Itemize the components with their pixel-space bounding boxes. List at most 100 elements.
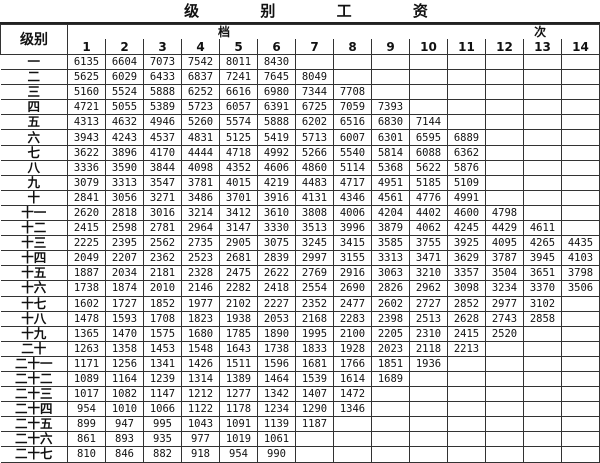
- salary-cell: 1689: [371, 370, 410, 388]
- salary-cell: 2146: [181, 280, 220, 297]
- salary-cell: 1066: [143, 401, 182, 418]
- level-label: 四: [0, 99, 68, 116]
- salary-cell: [523, 144, 562, 161]
- salary-cell: 1256: [105, 355, 144, 372]
- salary-cell: [485, 174, 524, 191]
- salary-cell: [485, 69, 524, 86]
- salary-cell: [523, 53, 562, 71]
- salary-cell: [523, 355, 562, 372]
- salary-cell: 5260: [181, 114, 220, 131]
- salary-cell: [523, 84, 562, 101]
- salary-cell: 7708: [333, 84, 372, 101]
- salary-cell: 2858: [523, 310, 562, 327]
- salary-cell: 5160: [67, 84, 106, 101]
- salary-cell: 2598: [105, 220, 144, 237]
- salary-cell: 1426: [181, 355, 220, 372]
- salary-cell: 995: [143, 416, 182, 433]
- salary-cell: [447, 416, 486, 433]
- salary-cell: [371, 431, 410, 448]
- salary-cell: 6029: [105, 69, 144, 86]
- step-header: 档 次: [67, 24, 600, 39]
- salary-cell: 2053: [257, 310, 296, 327]
- salary-cell: 7344: [295, 84, 334, 101]
- salary-cell: 3336: [67, 159, 106, 176]
- level-label: 二十七: [0, 446, 68, 463]
- salary-cell: 2310: [409, 325, 448, 342]
- salary-cell: 6604: [105, 53, 144, 71]
- salary-cell: 2520: [485, 325, 524, 342]
- salary-cell: 5888: [257, 114, 296, 131]
- salary-cell: [447, 114, 486, 131]
- table-row: 十六 1738 1874 2010 2146 2282 2418 2554 2690 2826 29…: [0, 280, 600, 297]
- salary-cell: 3147: [219, 220, 258, 237]
- step-number: 4: [181, 39, 220, 55]
- salary-cell: 4483: [295, 174, 334, 191]
- salary-cell: 5389: [143, 99, 182, 116]
- salary-cell: [561, 53, 600, 71]
- salary-cell: 1061: [257, 431, 296, 448]
- salary-cell: 1212: [181, 386, 220, 403]
- salary-cell: 5876: [447, 159, 486, 176]
- salary-cell: 4402: [409, 204, 448, 222]
- table-row: 二十四 954 1010 1066 1122 1178 1234 1290 1346: [0, 401, 600, 418]
- salary-cell: [409, 84, 448, 101]
- salary-cell: 6088: [409, 144, 448, 161]
- salary-cell: 2727: [409, 295, 448, 312]
- table-row: 十五 1887 2034 2181 2328 2475 2622 2769 2916 3063 32…: [0, 265, 600, 282]
- salary-cell: 2362: [143, 250, 182, 267]
- salary-cell: 8049: [295, 69, 334, 86]
- salary-cell: 990: [257, 446, 296, 463]
- salary-cell: 3943: [67, 129, 106, 146]
- step-number: 13: [523, 39, 562, 55]
- salary-cell: 7059: [333, 99, 372, 116]
- step-number: 3: [143, 39, 182, 55]
- salary-cell: 7393: [371, 99, 410, 116]
- salary-cell: 2282: [219, 280, 258, 297]
- salary-cell: 947: [105, 416, 144, 433]
- table-row: 二十二 1089 1164 1239 1314 1389 1464 1539 1614 1689: [0, 370, 600, 388]
- salary-cell: 1928: [333, 340, 372, 357]
- salary-cell: 3787: [485, 250, 524, 267]
- salary-cell: 1472: [333, 386, 372, 403]
- salary-cell: [561, 99, 600, 116]
- salary-cell: 810: [67, 446, 106, 463]
- salary-cell: 3622: [67, 144, 106, 161]
- salary-cell: 3357: [447, 265, 486, 282]
- salary-cell: 4006: [333, 204, 372, 222]
- salary-cell: [371, 401, 410, 418]
- salary-cell: [409, 446, 448, 463]
- salary-cell: 2690: [333, 280, 372, 297]
- salary-cell: 1346: [333, 401, 372, 418]
- salary-cell: 2523: [181, 250, 220, 267]
- salary-cell: 977: [181, 431, 220, 448]
- step-number: 2: [105, 39, 144, 55]
- salary-cell: 4265: [523, 235, 562, 252]
- salary-cell: 1995: [295, 325, 334, 342]
- salary-cell: [523, 431, 562, 448]
- salary-cell: 2418: [257, 280, 296, 297]
- salary-cell: 5266: [295, 144, 334, 161]
- salary-cell: [523, 114, 562, 131]
- salary-cell: 4352: [219, 159, 258, 176]
- salary-cell: 3896: [105, 144, 144, 161]
- table-row: 二十七 810 846 882 918 954 990: [0, 446, 600, 463]
- salary-cell: 4561: [371, 189, 410, 206]
- salary-cell: [523, 204, 562, 222]
- salary-cell: 1478: [67, 310, 106, 327]
- salary-cell: 2916: [333, 265, 372, 282]
- salary-cell: 4600: [447, 204, 486, 222]
- salary-cell: 1539: [295, 370, 334, 388]
- salary-cell: [485, 99, 524, 116]
- level-label: 七: [0, 144, 68, 161]
- salary-cell: 1596: [257, 355, 296, 372]
- salary-cell: [333, 53, 372, 71]
- salary-cell: [485, 370, 524, 388]
- salary-cell: 3701: [219, 189, 258, 206]
- salary-cell: 2477: [333, 295, 372, 312]
- level-label: 二十二: [0, 370, 68, 388]
- salary-cell: 2841: [67, 189, 106, 206]
- salary-cell: 3808: [295, 204, 334, 222]
- salary-cell: [523, 159, 562, 176]
- salary-cell: 3063: [371, 265, 410, 282]
